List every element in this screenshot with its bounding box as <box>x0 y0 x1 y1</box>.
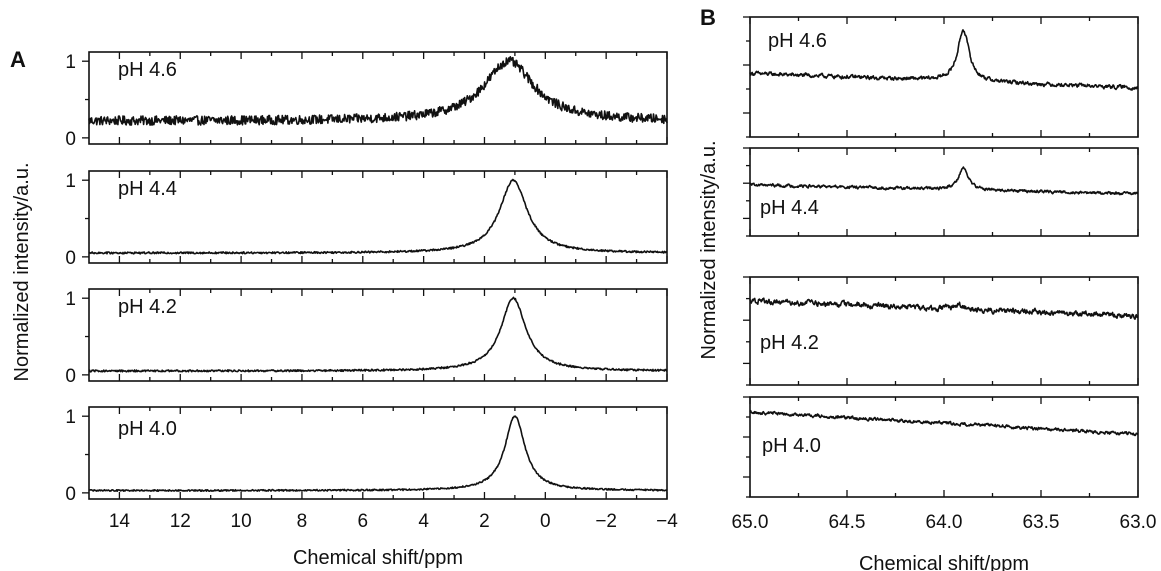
x-tick-label: 4 <box>418 511 429 532</box>
panel-a-ylabel: Normalized intensity/a.u. <box>11 163 33 382</box>
y-tick-label: 0 <box>65 129 76 150</box>
spectrum-line <box>749 166 1139 196</box>
subplot-ph-4-0: 0 1 pH 4.0 <box>65 406 668 505</box>
x-tick-label: −4 <box>656 511 678 532</box>
panel-a-letter: A <box>10 47 26 72</box>
spectrum-line <box>88 415 668 493</box>
series-label: pH 4.4 <box>760 197 819 219</box>
series-label: pH 4.2 <box>118 296 177 318</box>
x-tick-label: 10 <box>231 511 252 532</box>
x-tick-label: 63.0 <box>1120 512 1157 533</box>
series-label: pH 4.0 <box>118 418 177 440</box>
y-tick-label: 0 <box>65 366 76 387</box>
panel-a-xlabel: Chemical shift/ppm <box>293 547 463 569</box>
subplot-ph-4-6: 0 1 pH 4.6 <box>65 51 668 150</box>
y-tick-label: 0 <box>65 248 76 269</box>
x-tick-label: −2 <box>595 511 617 532</box>
spectrum-line <box>88 296 668 373</box>
subplot-ph-4-4: pH 4.4 <box>743 147 1139 237</box>
series-label: pH 4.0 <box>762 435 821 457</box>
x-tick-label: 64.0 <box>926 512 963 533</box>
series-label: pH 4.6 <box>118 59 177 81</box>
x-tick-label: 2 <box>479 511 490 532</box>
spectrum-line <box>88 55 668 126</box>
y-tick-label: 1 <box>65 407 76 428</box>
y-tick-label: 1 <box>65 52 76 73</box>
plot-frame <box>88 288 668 382</box>
panel-b-ylabel: Normalized intensity/a.u. <box>698 141 720 360</box>
x-tick-label: 64.5 <box>829 512 866 533</box>
subplot-ph-4-0: pH 4.0 <box>743 396 1139 498</box>
panel-b-letter: B <box>700 5 716 30</box>
y-tick-label: 0 <box>65 484 76 505</box>
x-tick-label: 12 <box>170 511 191 532</box>
subplot-ph-4-4: 0 1 pH 4.4 <box>65 170 668 269</box>
x-tick-label: 14 <box>109 511 131 532</box>
spectrum-line <box>749 29 1139 91</box>
plot-frame <box>88 406 668 500</box>
y-tick-label: 1 <box>65 171 76 192</box>
series-label: pH 4.6 <box>768 30 827 52</box>
series-label: pH 4.2 <box>760 332 819 354</box>
x-tick-label: 63.5 <box>1023 512 1060 533</box>
spectrum-line <box>749 409 1139 437</box>
subplot-ph-4-6: pH 4.6 <box>743 16 1139 138</box>
plot-frame <box>88 170 668 264</box>
plot-frame <box>88 51 668 145</box>
x-tick-label: 6 <box>358 511 369 532</box>
plot-frame <box>749 276 1139 386</box>
x-tick-label: 0 <box>540 511 551 532</box>
panel-b-xlabel: Chemical shift/ppm <box>859 553 1029 571</box>
spectrum-line <box>749 297 1139 320</box>
series-label: pH 4.4 <box>118 178 177 200</box>
panel-a-chart: 0 1 pH 4.6 0 1 pH 4.4 0 1 pH 4.2 0 1 pH 4.0 14 12 10 8 6… <box>65 51 678 532</box>
x-tick-label: 65.0 <box>732 512 769 533</box>
y-tick-label: 1 <box>65 289 76 310</box>
subplot-ph-4-2: 0 1 pH 4.2 <box>65 288 668 387</box>
panel-b-chart: pH 4.6 pH 4.4 pH 4.2 pH 4.0 65.0 64.5 64.0 63.5… <box>732 16 1157 533</box>
x-tick-label: 8 <box>297 511 308 532</box>
subplot-ph-4-2: pH 4.2 <box>743 276 1139 386</box>
spectrum-line <box>88 178 668 255</box>
